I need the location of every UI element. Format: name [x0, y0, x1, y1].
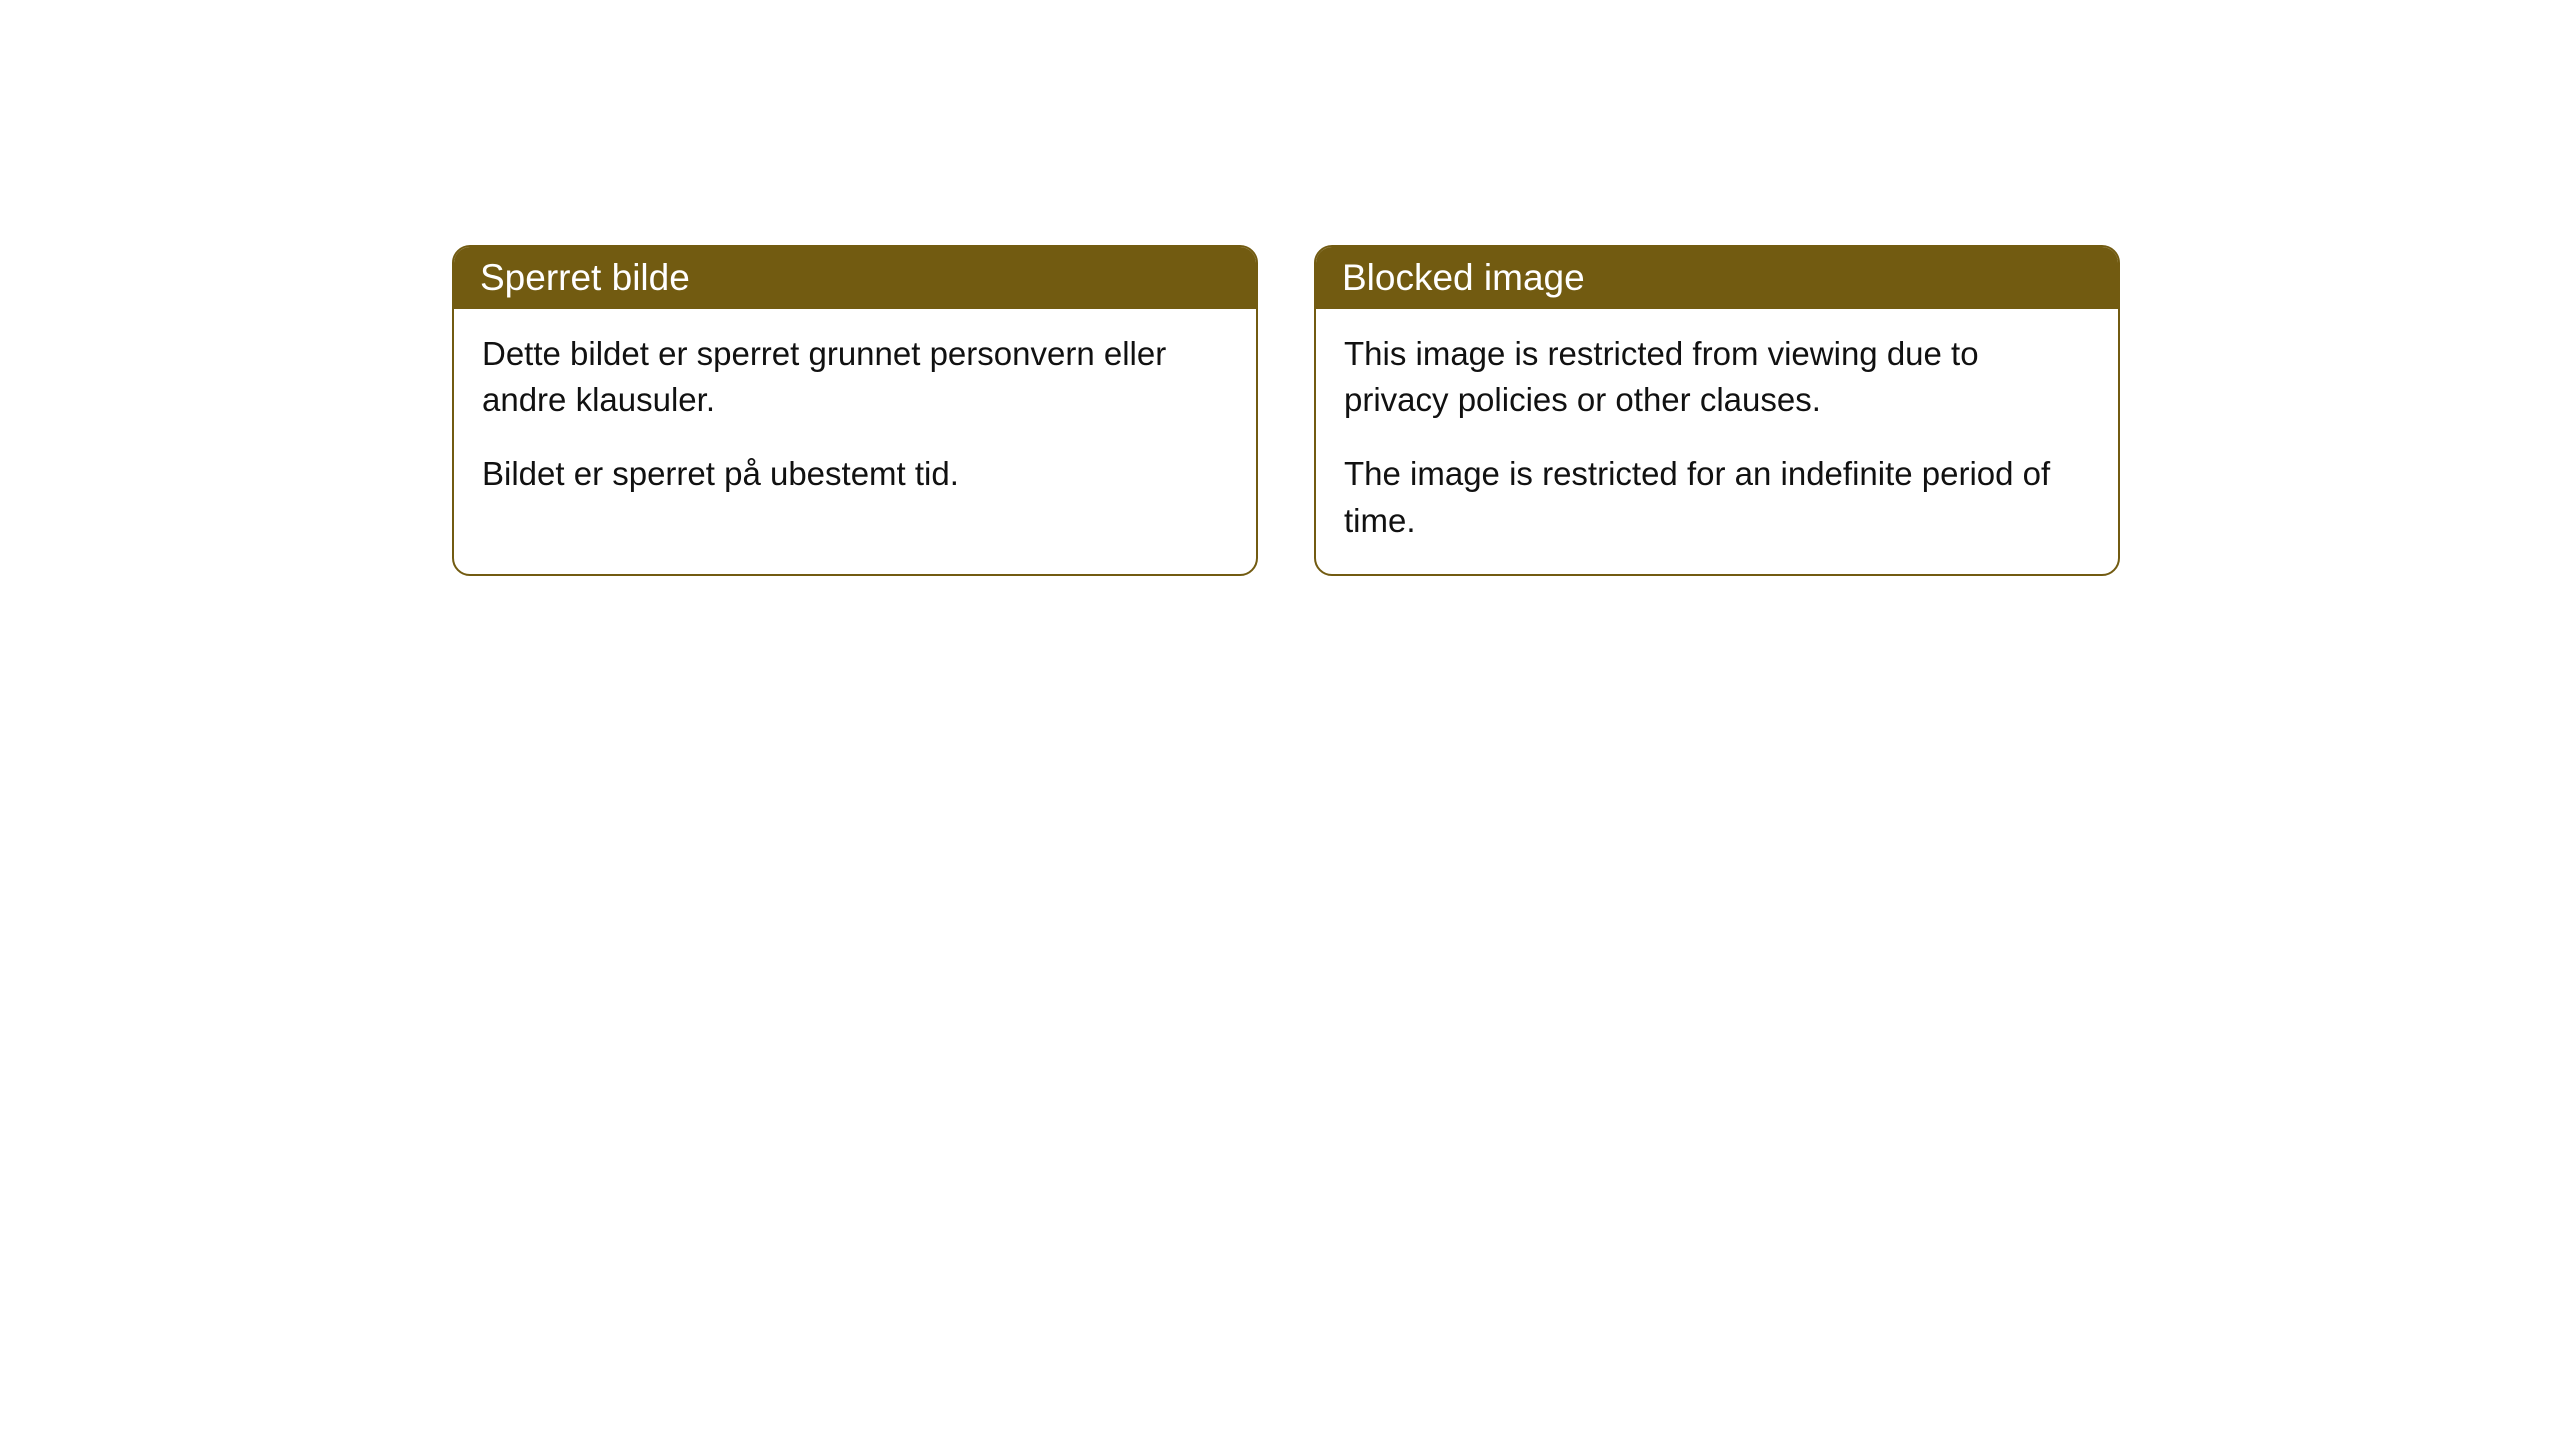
card-body-norwegian: Dette bildet er sperret grunnet personve…	[454, 309, 1256, 528]
card-header-english: Blocked image	[1316, 247, 2118, 309]
card-paragraph-2: Bildet er sperret på ubestemt tid.	[482, 451, 1228, 497]
card-english: Blocked image This image is restricted f…	[1314, 245, 2120, 576]
cards-container: Sperret bilde Dette bildet er sperret gr…	[0, 0, 2560, 576]
card-paragraph-2: The image is restricted for an indefinit…	[1344, 451, 2090, 543]
card-paragraph-1: Dette bildet er sperret grunnet personve…	[482, 331, 1228, 423]
card-header-norwegian: Sperret bilde	[454, 247, 1256, 309]
card-paragraph-1: This image is restricted from viewing du…	[1344, 331, 2090, 423]
card-norwegian: Sperret bilde Dette bildet er sperret gr…	[452, 245, 1258, 576]
card-body-english: This image is restricted from viewing du…	[1316, 309, 2118, 574]
